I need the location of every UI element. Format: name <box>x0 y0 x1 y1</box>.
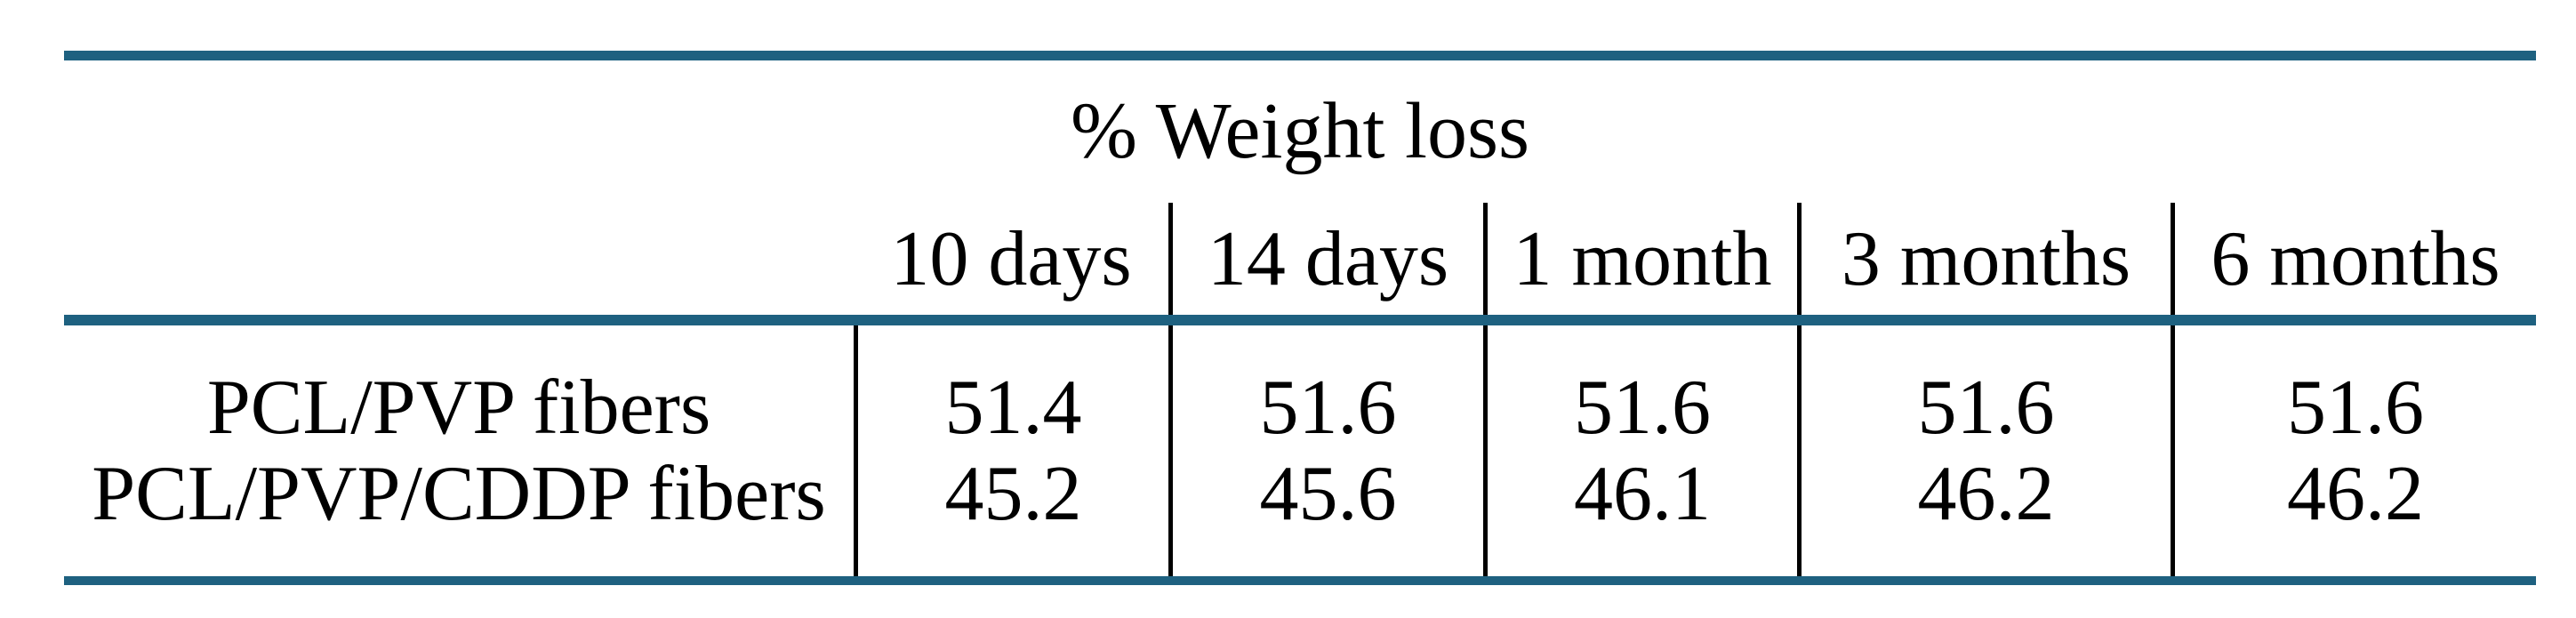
header-label: 3 months <box>1841 215 2131 302</box>
value-column-6-months: 51.6 46.2 <box>2171 325 2536 576</box>
value-cell: 51.6 <box>1259 365 1397 451</box>
weight-loss-table: % Weight loss 10 days 14 days 1 month 3 … <box>64 51 2536 585</box>
header-cell-3-months: 3 months <box>1797 203 2171 315</box>
table-body: PCL/PVP fibers PCL/PVP/CDDP fibers 51.4 … <box>64 325 2536 576</box>
table-bottom-rule <box>64 576 2536 585</box>
row-label-pcl-pvp: PCL/PVP fibers <box>206 365 711 451</box>
value-cell: 45.2 <box>944 451 1082 537</box>
value-cell: 46.2 <box>2287 451 2424 537</box>
table-header-row: 10 days 14 days 1 month 3 months 6 month… <box>64 203 2536 315</box>
value-column-10-days: 51.4 45.2 <box>854 325 1168 576</box>
table-top-rule <box>64 51 2536 60</box>
value-cell: 51.6 <box>2287 365 2424 451</box>
value-cell: 45.6 <box>1259 451 1397 537</box>
value-column-14-days: 51.6 45.6 <box>1168 325 1483 576</box>
value-cell: 51.6 <box>1917 365 2055 451</box>
value-cell: 51.4 <box>944 365 1082 451</box>
header-cell-empty <box>64 203 854 315</box>
value-column-3-months: 51.6 46.2 <box>1797 325 2171 576</box>
row-label-pcl-pvp-cddp: PCL/PVP/CDDP fibers <box>92 451 826 537</box>
header-cell-6-months: 6 months <box>2171 203 2536 315</box>
value-cell: 46.1 <box>1574 451 1711 537</box>
value-column-1-month: 51.6 46.1 <box>1483 325 1797 576</box>
table-header-rule <box>64 315 2536 325</box>
table-title-row: % Weight loss <box>64 60 2536 203</box>
value-cell: 46.2 <box>1917 451 2055 537</box>
table-title: % Weight loss <box>1070 87 1530 175</box>
row-label-column: PCL/PVP fibers PCL/PVP/CDDP fibers <box>64 325 854 576</box>
header-cell-14-days: 14 days <box>1168 203 1483 315</box>
header-cell-10-days: 10 days <box>854 203 1168 315</box>
value-cell: 51.6 <box>1574 365 1711 451</box>
header-cell-1-month: 1 month <box>1483 203 1797 315</box>
header-label: 1 month <box>1513 215 1772 302</box>
header-label: 6 months <box>2211 215 2500 302</box>
header-label: 10 days <box>890 215 1132 302</box>
header-label: 14 days <box>1207 215 1449 302</box>
